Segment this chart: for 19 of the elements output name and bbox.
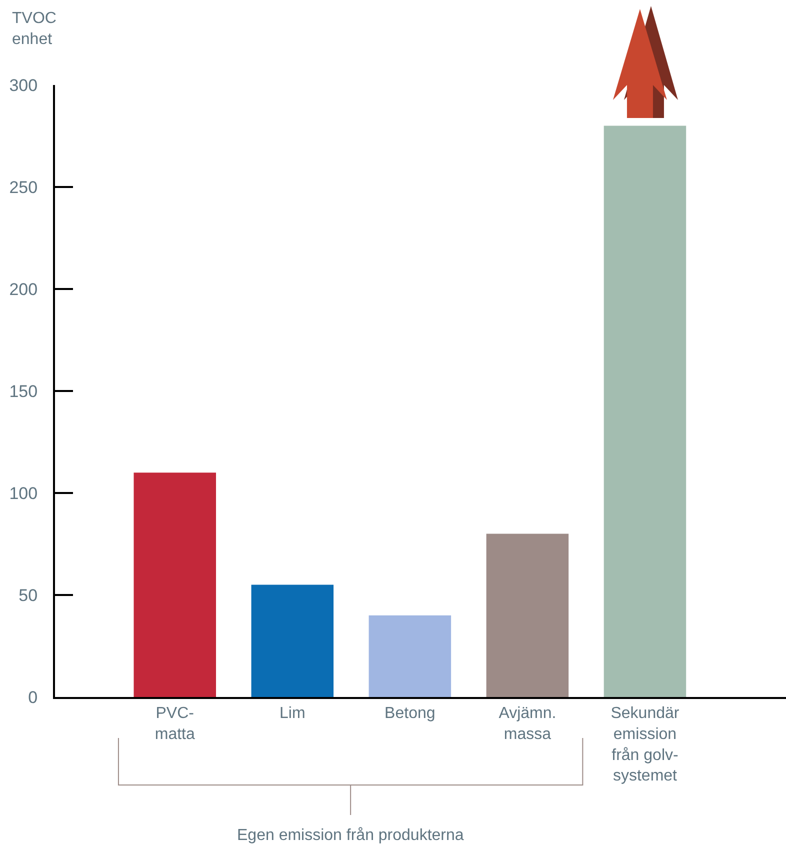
y-axis-title: TVOC enhet	[12, 10, 56, 48]
x-tick-label: Avjämn. massa	[498, 705, 556, 743]
x-tick-label: PVC- matta	[154, 705, 195, 743]
y-tick-label: 0	[28, 688, 38, 707]
x-tick-label: Sekundär emission från golv- systemet	[610, 705, 680, 785]
y-tick-label: 100	[9, 484, 38, 503]
bar	[486, 534, 569, 697]
bar	[604, 126, 686, 697]
y-tick-label: 250	[9, 178, 38, 197]
y-tick-label: 50	[18, 586, 38, 605]
bar	[251, 584, 334, 697]
x-tick-label: Betong	[384, 705, 436, 722]
x-tick-label: Lim	[280, 705, 306, 722]
y-tick-label: 150	[9, 382, 38, 401]
bar	[134, 472, 216, 697]
bar	[368, 615, 452, 697]
y-tick-label: 300	[9, 76, 38, 95]
y-tick-label: 200	[9, 280, 38, 299]
text: Egen emission från produkterna	[237, 827, 464, 844]
